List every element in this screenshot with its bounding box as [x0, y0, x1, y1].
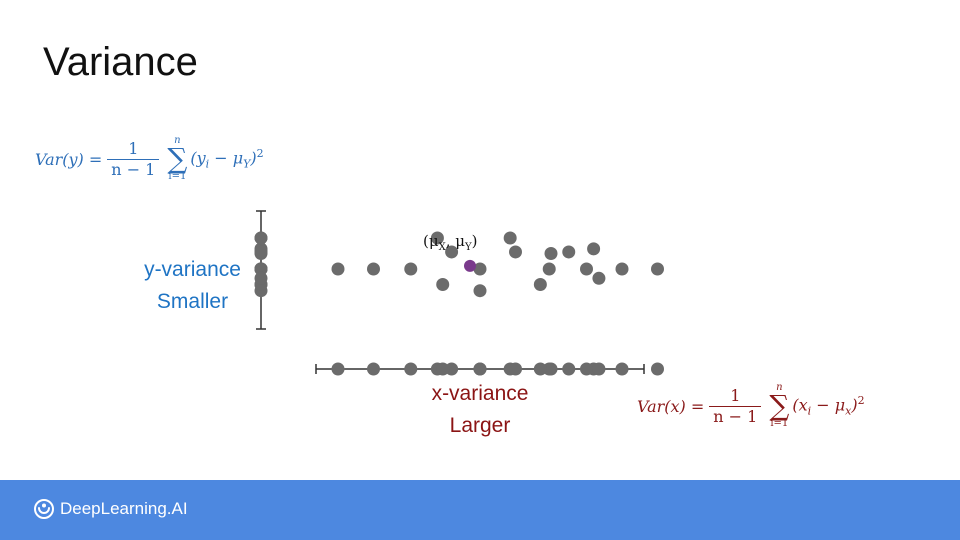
data-point — [533, 278, 547, 291]
mu-subscript: Y — [243, 157, 251, 171]
x-projected-point — [404, 362, 418, 376]
formula-fraction: 1 n − 1 — [107, 138, 160, 180]
x-projected-point — [533, 362, 547, 376]
x-projected-point — [331, 362, 345, 376]
data-point — [542, 262, 556, 276]
data-point — [331, 262, 345, 276]
fraction-numerator: 1 — [128, 138, 139, 158]
term-close: ) — [851, 395, 858, 415]
data-point — [562, 245, 576, 259]
exponent: 2 — [857, 394, 865, 408]
data-point — [436, 278, 450, 291]
term-subscript: i — [807, 404, 812, 418]
formula-fraction: 1 n − 1 — [709, 385, 762, 427]
y-projected-point — [254, 271, 268, 285]
data-point — [473, 262, 487, 276]
deeplearning-logo-icon — [34, 499, 54, 519]
mean-point — [464, 259, 476, 272]
mean-open: (μ — [423, 232, 439, 250]
fraction-numerator: 1 — [730, 385, 741, 405]
summation: n ∑ i=1 — [769, 383, 789, 429]
variance-diagram — [254, 210, 664, 376]
mean-sub-x: X — [438, 242, 446, 253]
sigma-icon: ∑ — [769, 389, 790, 422]
data-point — [544, 247, 558, 260]
mean-marker — [464, 259, 476, 272]
data-point — [473, 284, 487, 298]
data-point — [445, 245, 459, 259]
term-close: ) — [250, 148, 257, 168]
y-variance-label: y-variance — [144, 258, 241, 281]
data-point — [587, 242, 601, 256]
x-projected-point — [509, 362, 522, 376]
formula-lhs: Var(x) = — [637, 396, 705, 416]
mu-subscript: x — [845, 404, 852, 418]
data-point — [615, 262, 629, 276]
term-mid: − μ — [811, 395, 846, 415]
data-point — [404, 262, 418, 276]
slide-title: Variance — [43, 40, 198, 84]
x-projected-point — [367, 362, 380, 376]
summation: n ∑ i=1 — [167, 136, 187, 182]
x-projected-point — [651, 362, 664, 376]
y-smaller-label: Smaller — [156, 290, 229, 313]
mean-sub-y: Y — [465, 242, 472, 253]
x-variance-label: x-variance — [431, 382, 529, 405]
exponent: 2 — [256, 147, 264, 161]
term-open: (y — [190, 148, 206, 168]
data-point — [509, 245, 522, 259]
data-point — [503, 231, 517, 245]
x-projected-point — [473, 362, 487, 376]
summation-lower: i=1 — [168, 171, 187, 182]
scatter-points — [331, 231, 664, 298]
data-point — [367, 262, 380, 276]
term-open: (x — [792, 395, 808, 415]
x-variance-formula: Var(x) = 1 n − 1 n ∑ i=1 (xi − μx)2 — [637, 383, 865, 429]
summation-upper: n — [776, 382, 783, 393]
y-projected-point — [254, 245, 268, 259]
x-projected-point — [562, 362, 576, 376]
fraction-denominator: n − 1 — [709, 405, 762, 427]
formula-lhs: Var(y) = — [35, 149, 103, 169]
term-mid: − μ — [209, 148, 244, 168]
data-point — [430, 231, 444, 245]
x-projected-point — [592, 362, 606, 376]
x-projected-point — [436, 362, 450, 376]
y-projected-point — [254, 262, 268, 276]
brand[interactable]: DeepLearning.AI — [34, 499, 188, 519]
mean-label: (μX, μY) — [423, 232, 478, 253]
y-variance-formula: Var(y) = 1 n − 1 n ∑ i=1 (yi − μY)2 — [35, 136, 264, 182]
mean-close: ) — [471, 232, 478, 250]
y-projected-point — [254, 231, 268, 245]
mean-mid: , μ — [445, 232, 466, 250]
summation-lower: i=1 — [770, 418, 789, 429]
x-projected-point — [580, 362, 593, 376]
formula-term: (yi − μY)2 — [190, 147, 263, 171]
data-point — [580, 262, 593, 276]
x-projected-point — [615, 362, 629, 376]
fraction-denominator: n − 1 — [107, 158, 160, 180]
summation-upper: n — [174, 135, 181, 146]
term-subscript: i — [205, 157, 210, 171]
x-larger-label: Larger — [449, 414, 511, 437]
data-point — [592, 271, 606, 285]
formula-term: (xi − μx)2 — [792, 394, 864, 418]
projected-points — [254, 231, 664, 376]
footer-bar: DeepLearning.AI — [0, 480, 960, 540]
brand-name: DeepLearning.AI — [60, 499, 188, 518]
sigma-icon: ∑ — [167, 142, 188, 175]
data-point — [651, 262, 664, 276]
